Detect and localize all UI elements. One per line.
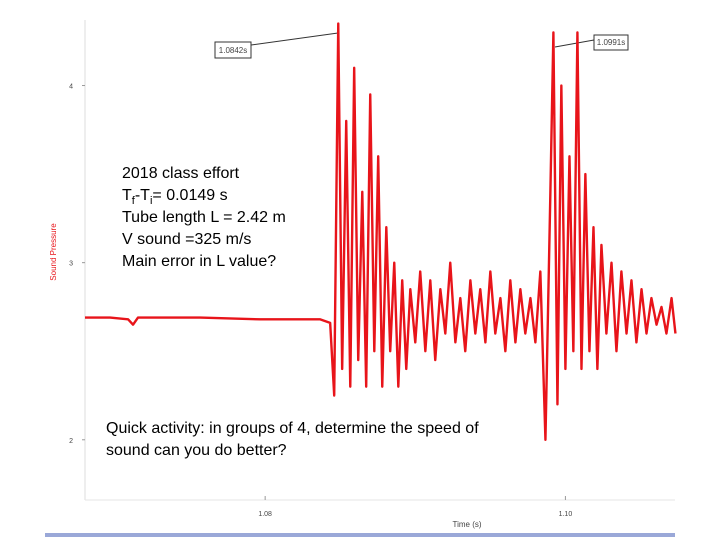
slide-text: Main error in L value?: [122, 253, 276, 270]
slide-text: 2018 class effort: [122, 165, 240, 182]
text-part: = 0.0149 s: [152, 187, 227, 204]
y-tick-label: 2: [69, 438, 73, 445]
annotation-leader: [554, 39, 595, 48]
annotation: 1.0842s: [219, 46, 247, 55]
y-tick-label: 4: [69, 84, 73, 91]
text-part: -T: [135, 187, 150, 204]
subscript: i: [150, 195, 152, 207]
text-part: T: [122, 187, 132, 204]
data-line: [85, 22, 677, 441]
annotation-box: [214, 41, 252, 59]
slide-text: Tf-Ti= 0.0149 s: [122, 187, 228, 207]
slide-text: sound can you do better?: [106, 442, 287, 459]
bottom-bar: [45, 533, 675, 537]
plot: 2 3 4 1.08 1.10: [69, 22, 677, 518]
annotation-leader: [250, 32, 339, 46]
annotation: 1.0991s: [597, 38, 625, 47]
slide-text: V sound =325 m/s: [122, 231, 251, 248]
x-axis-label: Time (s): [452, 520, 481, 529]
subscript: f: [132, 195, 136, 207]
x-tick-label: 1.08: [258, 511, 272, 518]
x-tick-label: 1.10: [559, 511, 573, 518]
y-axis-label: Sound Pressure: [49, 223, 58, 281]
y-tick-label: 3: [69, 261, 73, 268]
slide-text: Tube length L = 2.42 m: [122, 209, 286, 226]
annotation-box: [593, 34, 629, 51]
slide-text: Quick activity: in groups of 4, determin…: [106, 420, 479, 437]
